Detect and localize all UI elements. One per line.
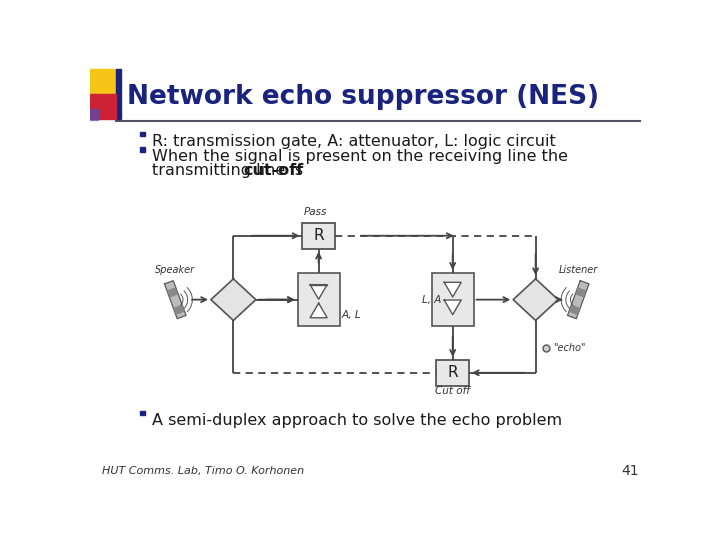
Polygon shape — [570, 306, 580, 314]
Text: A, L: A, L — [342, 310, 361, 320]
Text: R: R — [447, 365, 458, 380]
Polygon shape — [513, 279, 558, 320]
Bar — [90, 69, 117, 111]
Text: transmitting line is: transmitting line is — [152, 164, 308, 178]
Bar — [116, 69, 121, 119]
Bar — [90, 110, 98, 120]
Bar — [140, 410, 145, 415]
Bar — [436, 360, 469, 386]
Polygon shape — [444, 282, 462, 297]
Bar — [302, 222, 335, 249]
Bar — [140, 132, 145, 137]
Text: When the signal is present on the receiving line the: When the signal is present on the receiv… — [152, 150, 568, 165]
Polygon shape — [576, 288, 585, 296]
Text: Listener: Listener — [559, 266, 598, 275]
Polygon shape — [444, 300, 462, 315]
Text: 41: 41 — [621, 463, 639, 477]
Text: A semi-duplex approach to solve the echo problem: A semi-duplex approach to solve the echo… — [152, 413, 562, 428]
Text: "echo": "echo" — [553, 343, 585, 353]
Text: R: transmission gate, A: attenuator, L: logic circuit: R: transmission gate, A: attenuator, L: … — [152, 134, 556, 149]
Text: L, A: L, A — [422, 295, 441, 305]
Text: Pass: Pass — [304, 207, 327, 217]
Bar — [90, 94, 116, 119]
Polygon shape — [211, 279, 256, 320]
Text: HUT Comms. Lab, Timo O. Korhonen: HUT Comms. Lab, Timo O. Korhonen — [102, 465, 304, 476]
Text: Network echo suppressor (NES): Network echo suppressor (NES) — [127, 84, 599, 110]
Bar — [432, 273, 474, 326]
Text: cut-off: cut-off — [243, 164, 304, 178]
Polygon shape — [567, 281, 589, 319]
Polygon shape — [174, 306, 184, 314]
Bar — [297, 273, 340, 326]
Polygon shape — [164, 281, 186, 319]
Text: Cut off: Cut off — [436, 386, 470, 396]
Text: R: R — [313, 228, 324, 243]
Polygon shape — [310, 303, 327, 318]
Polygon shape — [168, 288, 177, 296]
Bar — [140, 147, 145, 152]
Text: Speaker: Speaker — [156, 266, 195, 275]
Polygon shape — [310, 285, 327, 299]
